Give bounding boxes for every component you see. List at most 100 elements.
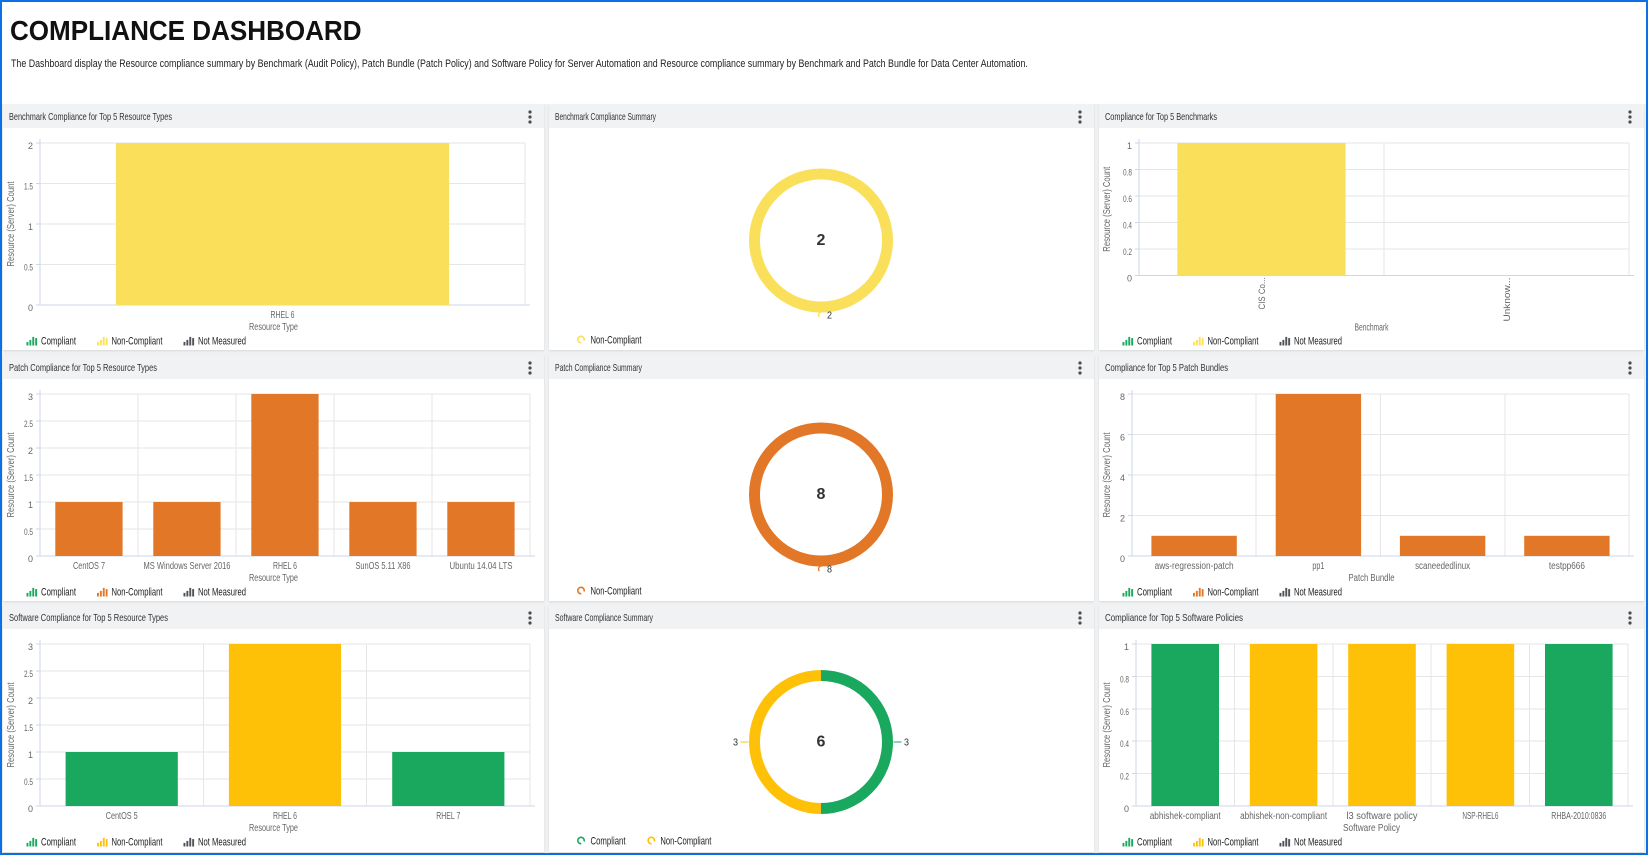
svg-text:2: 2 (28, 696, 33, 707)
svg-text:RHEL 6: RHEL 6 (273, 811, 297, 822)
svg-text:0.4: 0.4 (1123, 221, 1132, 232)
svg-text:1.5: 1.5 (24, 473, 33, 484)
svg-text:2: 2 (28, 446, 33, 457)
svg-text:Resource (Server) Count: Resource (Server) Count (6, 181, 17, 266)
svg-text:3: 3 (904, 737, 909, 748)
svg-text:Compliant: Compliant (41, 836, 76, 848)
svg-text:8: 8 (816, 486, 825, 503)
svg-text:Compliant: Compliant (41, 586, 76, 598)
svg-text:3: 3 (28, 392, 33, 403)
svg-text:Non-Compliant: Non-Compliant (1207, 336, 1258, 348)
svg-text:Non-Compliant: Non-Compliant (590, 335, 641, 347)
svg-text:testpp666: testpp666 (1548, 561, 1584, 572)
svg-text:0.6: 0.6 (1123, 194, 1132, 205)
svg-text:RHEL 6: RHEL 6 (273, 561, 297, 572)
svg-text:0.5: 0.5 (24, 263, 33, 274)
svg-text:0: 0 (1127, 274, 1132, 285)
svg-text:1: 1 (1124, 642, 1129, 653)
svg-text:Non-Compliant: Non-Compliant (1207, 586, 1258, 598)
svg-text:Software Policy: Software Policy (1343, 823, 1400, 834)
svg-text:Software Compliance Summary: Software Compliance Summary (555, 612, 653, 624)
svg-text:1.5: 1.5 (24, 723, 33, 734)
svg-text:Non-Compliant: Non-Compliant (112, 336, 163, 348)
svg-text:Patch Compliance Summary: Patch Compliance Summary (555, 362, 642, 374)
svg-text:Resource (Server) Count: Resource (Server) Count (1102, 167, 1113, 252)
svg-text:0.2: 0.2 (1123, 247, 1132, 258)
svg-text:abhishek-non-compliant: abhishek-non-compliant (1240, 811, 1327, 822)
svg-text:1: 1 (28, 750, 33, 761)
svg-text:Resource (Server) Count: Resource (Server) Count (1102, 682, 1113, 767)
svg-text:3: 3 (733, 737, 738, 748)
svg-text:0.6: 0.6 (1120, 706, 1129, 717)
svg-text:NSP-RHEL6: NSP-RHEL6 (1462, 811, 1498, 822)
svg-text:Compliance for Top 5 Software: Compliance for Top 5 Software Policies (1105, 612, 1243, 624)
svg-text:1.5: 1.5 (24, 182, 33, 193)
svg-text:0.8: 0.8 (1120, 674, 1129, 685)
svg-text:Not Measured: Not Measured (198, 836, 246, 848)
svg-text:2: 2 (816, 232, 825, 249)
svg-text:Benchmark: Benchmark (1354, 323, 1389, 334)
svg-text:Resource Type: Resource Type (249, 573, 298, 584)
svg-text:Ubuntu 14.04 LTS: Ubuntu 14.04 LTS (450, 561, 513, 572)
svg-text:2.5: 2.5 (24, 669, 33, 680)
svg-text:1: 1 (1127, 141, 1132, 152)
svg-text:Non-Compliant: Non-Compliant (1207, 836, 1258, 848)
svg-text:Resource Type: Resource Type (249, 322, 298, 333)
svg-text:pp1: pp1 (1312, 561, 1324, 572)
svg-text:aws-regression-patch: aws-regression-patch (1154, 561, 1233, 572)
svg-text:2: 2 (827, 311, 832, 322)
svg-text:MS Windows Server 2016: MS Windows Server 2016 (144, 561, 231, 572)
svg-text:0: 0 (28, 554, 33, 565)
svg-text:Resource (Server) Count: Resource (Server) Count (6, 432, 17, 517)
svg-text:Compliant: Compliant (41, 336, 76, 348)
svg-text:Non-Compliant: Non-Compliant (112, 836, 163, 848)
svg-text:Unknow...: Unknow... (1502, 278, 1513, 322)
svg-text:Compliance for Top 5 Patch Bun: Compliance for Top 5 Patch Bundles (1105, 362, 1228, 374)
svg-text:0.5: 0.5 (24, 527, 33, 538)
svg-text:0.8: 0.8 (1123, 168, 1132, 179)
svg-text:Not Measured: Not Measured (1294, 336, 1342, 348)
svg-text:Non-Compliant: Non-Compliant (112, 586, 163, 598)
svg-text:RHBA-2010:0836: RHBA-2010:0836 (1551, 811, 1606, 822)
svg-text:Compliant: Compliant (1137, 836, 1172, 848)
svg-text:6: 6 (1120, 432, 1125, 443)
svg-text:CentOS 5: CentOS 5 (106, 811, 138, 822)
svg-text:0: 0 (1120, 554, 1125, 565)
svg-text:6: 6 (816, 733, 825, 750)
svg-text:Benchmark Compliance Summary: Benchmark Compliance Summary (555, 111, 656, 123)
svg-text:1: 1 (28, 500, 33, 511)
svg-text:Not Measured: Not Measured (1294, 586, 1342, 598)
svg-text:8: 8 (827, 564, 832, 575)
svg-text:SunOS 5.11 X86: SunOS 5.11 X86 (356, 561, 411, 572)
svg-text:Resource (Server) Count: Resource (Server) Count (1102, 432, 1113, 517)
svg-text:Compliant: Compliant (1137, 586, 1172, 598)
svg-text:4: 4 (1120, 473, 1125, 484)
svg-text:Not Measured: Not Measured (198, 336, 246, 348)
svg-text:abhishek-compliant: abhishek-compliant (1149, 811, 1220, 822)
svg-text:Resource (Server) Count: Resource (Server) Count (6, 682, 17, 767)
svg-text:Resource Type: Resource Type (249, 823, 298, 834)
svg-text:Not Measured: Not Measured (198, 586, 246, 598)
svg-text:0: 0 (28, 303, 33, 314)
svg-text:0.4: 0.4 (1120, 739, 1129, 750)
svg-text:Patch Bundle: Patch Bundle (1348, 573, 1394, 584)
svg-text:0: 0 (1124, 804, 1129, 815)
svg-text:0.2: 0.2 (1120, 771, 1129, 782)
svg-text:8: 8 (1120, 392, 1125, 403)
svg-text:Software Compliance for Top 5: Software Compliance for Top 5 Resource T… (9, 612, 168, 624)
svg-text:l3 software policy: l3 software policy (1346, 811, 1417, 822)
svg-text:2: 2 (28, 141, 33, 152)
svg-text:Not Measured: Not Measured (1294, 836, 1342, 848)
svg-text:0.5: 0.5 (24, 777, 33, 788)
svg-text:Compliance for Top 5 Benchmark: Compliance for Top 5 Benchmarks (1105, 111, 1217, 123)
svg-text:RHEL 6: RHEL 6 (271, 310, 295, 321)
svg-text:scaneededlinux: scaneededlinux (1415, 561, 1470, 572)
svg-text:0: 0 (28, 804, 33, 815)
svg-text:Compliant: Compliant (590, 835, 625, 847)
svg-text:RHEL 7: RHEL 7 (436, 811, 460, 822)
svg-text:2.5: 2.5 (24, 419, 33, 430)
svg-text:Non-Compliant: Non-Compliant (660, 835, 711, 847)
svg-text:Patch Compliance for Top 5 Res: Patch Compliance for Top 5 Resource Type… (9, 362, 157, 374)
svg-text:CentOS 7: CentOS 7 (73, 561, 105, 572)
svg-text:3: 3 (28, 642, 33, 653)
